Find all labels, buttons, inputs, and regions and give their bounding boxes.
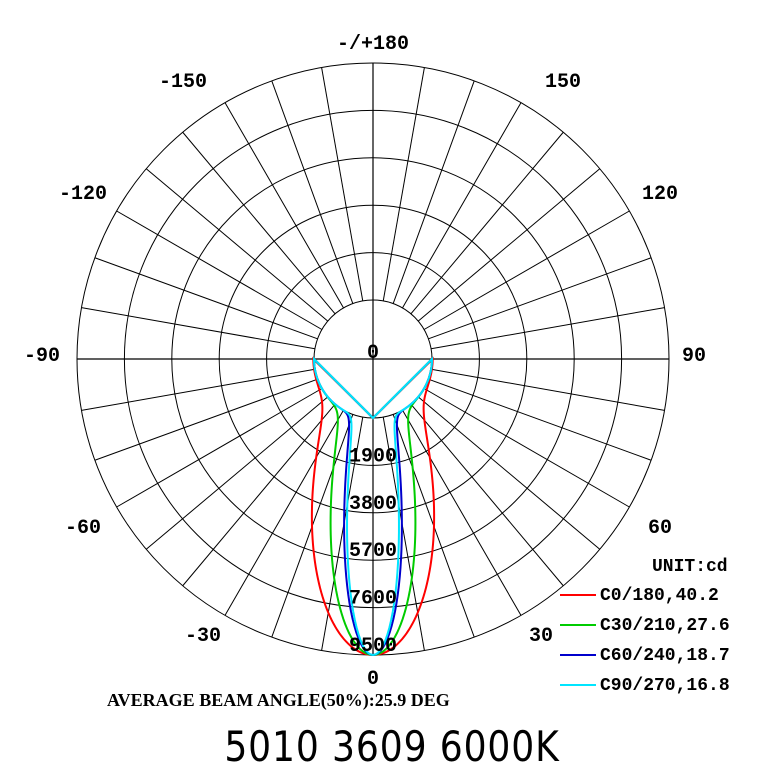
grid-spoke — [81, 368, 315, 411]
radial-labels: 0 1900 3800 5700 7600 9500 — [349, 342, 397, 658]
angle-label: -120 — [59, 183, 107, 206]
grid-spoke — [271, 80, 354, 304]
grid-spoke — [428, 378, 652, 461]
grid-spoke — [94, 257, 318, 340]
grid-spoke — [410, 403, 564, 587]
page-title: 5010 3609 6000K — [224, 722, 560, 771]
grid-spoke — [94, 378, 318, 461]
grid-spoke — [224, 409, 344, 616]
grid-spoke — [81, 307, 315, 350]
legend-entry: C60/240,18.7 — [600, 646, 730, 666]
angle-label: 120 — [642, 183, 678, 206]
grid-spoke — [423, 210, 630, 330]
grid-spoke — [182, 403, 336, 587]
grid-spoke — [428, 257, 652, 340]
polar-chart: -/+180 150 120 90 60 30 0 -30 -60 -90 -120 -150 0 19… — [24, 33, 730, 711]
angle-label: -/+180 — [337, 33, 409, 56]
radial-label: 3800 — [349, 493, 397, 516]
grid-spoke — [145, 168, 329, 322]
grid-spoke — [392, 80, 475, 304]
grid-spoke — [431, 368, 665, 411]
grid-spoke — [321, 67, 364, 301]
radial-label: 9500 — [349, 635, 397, 658]
beam-angle-annotation: AVERAGE BEAM ANGLE(50%):25.9 DEG — [107, 690, 450, 711]
grid-spoke — [182, 131, 336, 315]
radial-label: 7600 — [349, 588, 397, 611]
series-curve — [313, 356, 433, 657]
radial-label: 5700 — [349, 540, 397, 563]
angle-label: 150 — [545, 71, 581, 94]
grid-spoke — [423, 388, 630, 508]
unit-label: UNIT:cd — [652, 557, 728, 577]
grid-spoke — [382, 67, 425, 301]
angle-label: -30 — [185, 625, 221, 648]
grid-spoke — [116, 210, 323, 330]
grid-spoke — [417, 396, 601, 550]
legend-entry: C30/210,27.6 — [600, 616, 730, 636]
angle-label: -90 — [24, 345, 60, 368]
legend: UNIT:cd C0/180,40.2 C30/210,27.6 C60/240,1… — [560, 557, 730, 696]
angle-label: 60 — [648, 517, 672, 540]
grid-spoke — [116, 388, 323, 508]
grid-spoke — [402, 409, 522, 616]
grid-spoke — [145, 396, 329, 550]
grid-spoke — [431, 307, 665, 350]
radial-label: 1900 — [349, 445, 397, 468]
grid-spoke — [224, 102, 344, 309]
grid-spoke — [410, 131, 564, 315]
angle-label: 0 — [367, 668, 379, 691]
angle-label: 30 — [529, 625, 553, 648]
polar-grid — [76, 62, 670, 656]
legend-entry: C0/180,40.2 — [600, 586, 719, 606]
angle-label: -60 — [65, 517, 101, 540]
intensity-curves — [310, 356, 436, 657]
radial-label: 0 — [367, 342, 379, 365]
angle-labels: -/+180 150 120 90 60 30 0 -30 -60 -90 -120 -150 — [24, 33, 706, 691]
legend-entry: C90/270,16.8 — [600, 676, 730, 696]
grid-spoke — [402, 102, 522, 309]
angle-label: -150 — [159, 71, 207, 94]
grid-spoke — [417, 168, 601, 322]
angle-label: 90 — [682, 345, 706, 368]
